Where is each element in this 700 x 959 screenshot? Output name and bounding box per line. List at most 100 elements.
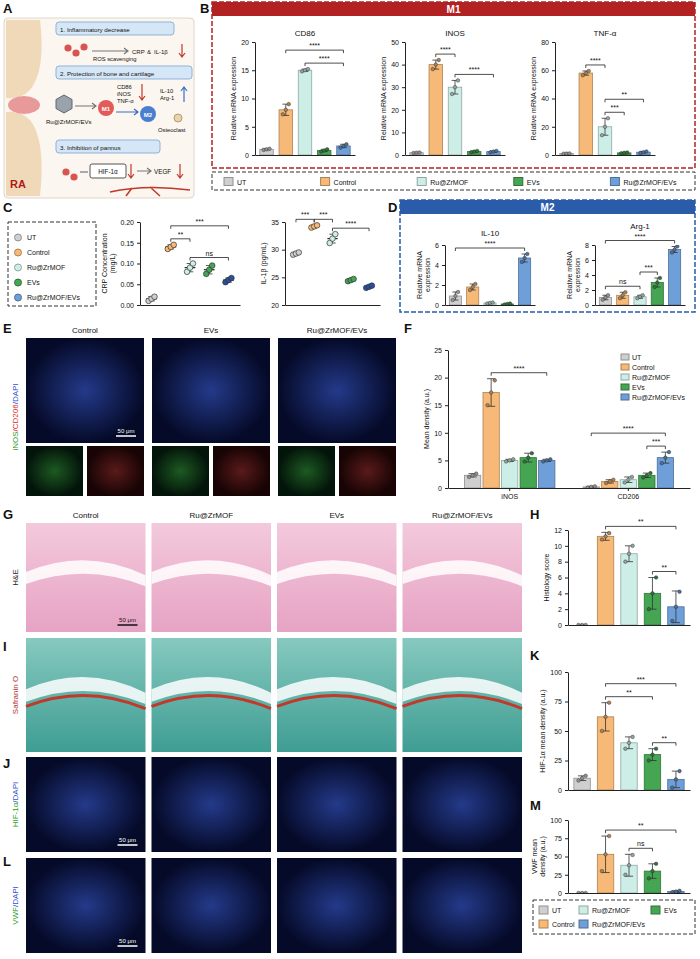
chart-title: TNF-α — [594, 29, 617, 38]
significance-label: ** — [622, 91, 628, 98]
y-axis: 0510152025 — [434, 347, 448, 492]
y-tick-label: 20 — [271, 302, 279, 309]
legend-label: Control — [552, 921, 575, 928]
data-point — [486, 403, 490, 407]
y-tick: 0 — [585, 302, 595, 309]
y-axis-title: HIF-1α mean density (a.u.) — [539, 689, 547, 772]
legend-label: UT — [552, 907, 562, 914]
data-point — [434, 63, 438, 67]
y-tick-mark — [442, 265, 445, 266]
y-tick: 75 — [554, 698, 568, 705]
error-bar — [487, 379, 495, 407]
y-axis-title: Relative mRNAexpression — [566, 251, 582, 299]
y-axis-title-line: CRP Concentration — [101, 233, 108, 293]
group-banner — [400, 200, 695, 214]
significance-label: **** — [440, 46, 451, 53]
y-tick: 0 — [545, 152, 555, 159]
group-box — [212, 2, 695, 168]
y-tick-mark — [252, 70, 255, 71]
data-point — [631, 853, 635, 857]
y-axis-line — [568, 821, 569, 894]
y-axis-title-line: (mg/L) — [109, 253, 117, 273]
data-point — [474, 282, 478, 286]
significance-bracket — [455, 248, 524, 251]
y-tick-mark — [592, 245, 595, 246]
chart: 0255075100ns**VWF meandensity (a.u.) — [531, 817, 691, 897]
data-point — [467, 475, 471, 479]
y-tick-label: 10 — [241, 95, 249, 102]
image — [277, 523, 397, 632]
y-axis: 020406080 — [541, 39, 555, 159]
y-tick-label: 40 — [541, 95, 549, 102]
data-point — [651, 592, 655, 596]
data-point — [520, 260, 524, 264]
y-tick: 20 — [541, 123, 555, 130]
data-point — [608, 480, 612, 484]
data-point — [281, 113, 285, 117]
y-tick-label: 100 — [550, 669, 562, 676]
data-point — [577, 779, 581, 783]
y-axis-title-line: expression — [424, 258, 432, 292]
stain-part: iNOS — [11, 431, 20, 450]
data-point — [624, 873, 628, 877]
y-axis-title: Relative mRNA expression — [380, 57, 388, 140]
image — [278, 338, 396, 443]
chart: 02468ns*******Arg-1Relative mRNAexpressi… — [566, 222, 686, 309]
y-axis-title-line: IL-1β (pg/mL) — [260, 242, 268, 284]
y-axis-title-line: Histology score — [543, 553, 551, 601]
image — [152, 523, 272, 632]
y-tick-label: 75 — [554, 698, 562, 705]
data-point — [667, 450, 671, 454]
chart-title: CD86 — [295, 29, 316, 38]
significance-bracket — [606, 684, 676, 687]
y-tick: 0 — [245, 152, 255, 159]
legend-box — [8, 222, 96, 306]
stain-label: H&E — [11, 569, 20, 585]
y-tick-mark — [565, 761, 568, 762]
image — [339, 446, 396, 496]
x-axis — [569, 893, 691, 894]
y-axis-title: IL-1β (pg/mL) — [260, 242, 268, 284]
x-axis — [406, 155, 506, 156]
significance-bracket — [606, 697, 653, 700]
significance-bracket — [605, 112, 624, 115]
y-tick: 8 — [585, 242, 595, 249]
chart: 01020304050********INOSRelative mRNA exp… — [380, 29, 506, 159]
data-point — [641, 293, 645, 297]
y-tick: 15 — [241, 67, 255, 74]
diagram-text: ROS scavenging — [93, 56, 137, 62]
image — [26, 446, 83, 496]
y-tick-label: 6 — [558, 574, 562, 581]
legend-label: Ru@ZrMOF/EVs — [27, 294, 80, 301]
bar — [579, 73, 592, 155]
y-tick: 6 — [435, 242, 445, 249]
legend: UTControlRu@ZrMOFEVsRu@ZrMOF/EVs — [621, 354, 685, 401]
scale-bar — [118, 945, 138, 947]
x-tick-mark — [509, 488, 510, 491]
y-tick: 75 — [554, 835, 568, 842]
y-tick-mark — [552, 127, 555, 128]
y-tick-mark — [282, 250, 285, 251]
data-point — [504, 460, 508, 464]
data-point — [600, 869, 604, 873]
data-point — [651, 869, 655, 873]
significance-label: ** — [178, 231, 184, 238]
y-tick-mark — [445, 405, 448, 406]
stain-part: /DAPI — [11, 782, 20, 803]
data-point — [523, 460, 527, 464]
significance-bracket — [606, 830, 676, 833]
plot-marks — [577, 531, 684, 625]
step-box — [56, 140, 160, 153]
y-tick-mark — [402, 87, 405, 88]
bar — [669, 250, 681, 306]
data-point — [523, 256, 527, 260]
y-axis-line — [595, 246, 596, 306]
y-tick-mark — [565, 820, 568, 821]
data-point — [508, 459, 512, 463]
synovium — [8, 96, 40, 114]
plot-marks — [146, 242, 234, 304]
legend-box — [533, 900, 695, 934]
arrow — [128, 164, 134, 178]
data-point — [431, 67, 435, 71]
y-axis-line — [568, 673, 569, 791]
